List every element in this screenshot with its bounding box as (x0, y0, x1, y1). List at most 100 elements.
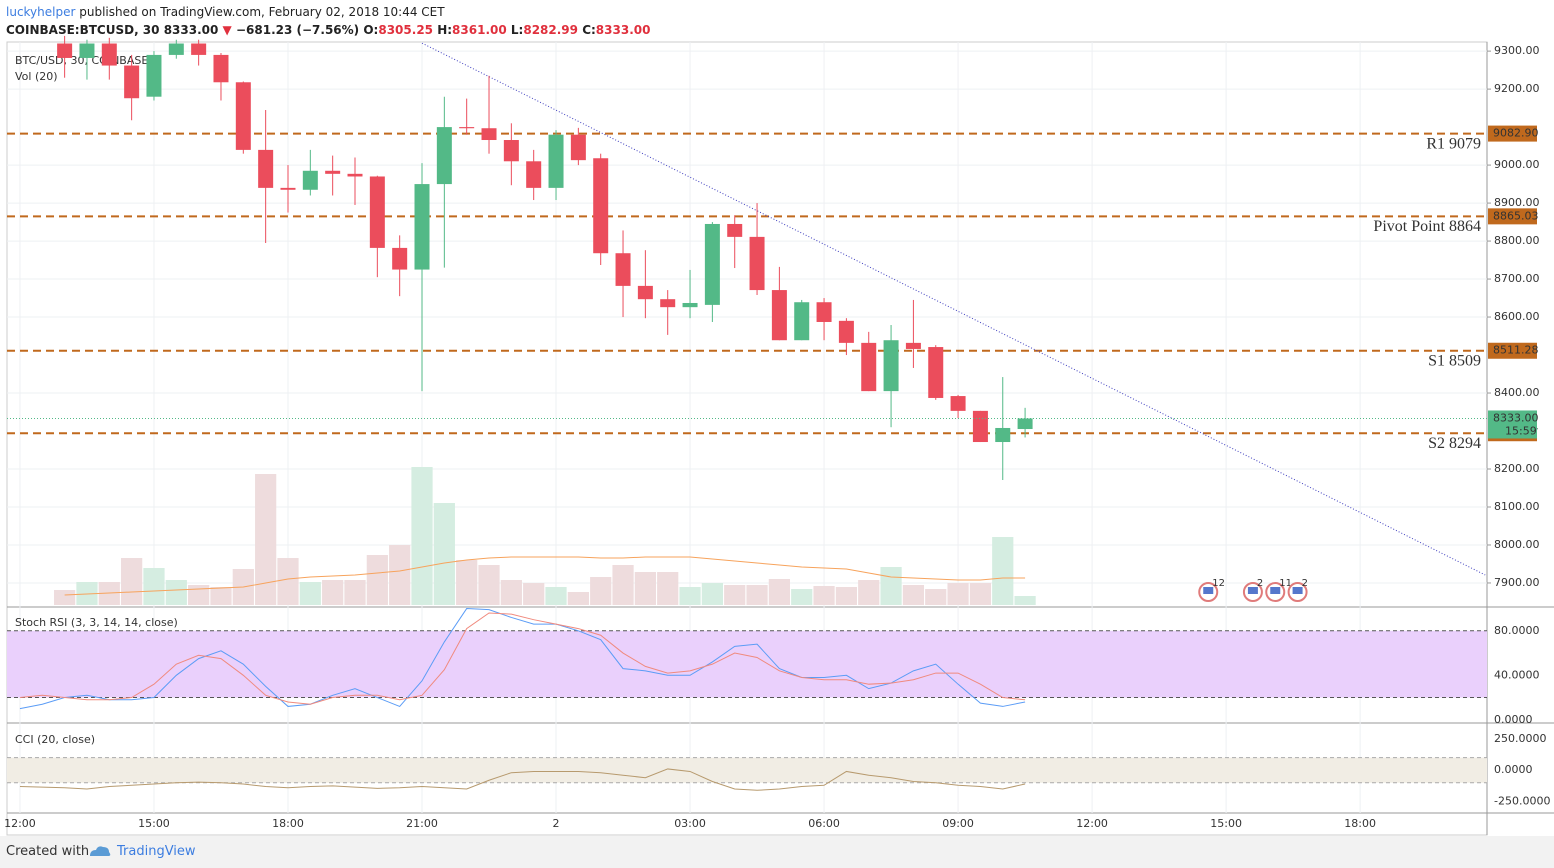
y-tick-label: 8200.00 (1494, 462, 1540, 475)
pane-label: Stoch RSI (3, 3, 14, 14, close) (15, 616, 178, 629)
candle-body (101, 43, 117, 66)
candle-body (146, 54, 162, 97)
volume-bar (188, 585, 210, 605)
frame (6, 41, 1488, 836)
candle-body (436, 127, 452, 185)
h-label: H: (437, 23, 453, 37)
x-tick-label: 03:00 (674, 817, 706, 830)
volume-ma (64, 556, 1026, 596)
c-label: C: (582, 23, 596, 37)
author[interactable]: luckyhelper (6, 5, 76, 19)
volume-bar (835, 587, 858, 605)
level-tag-label: 8865.03 (1493, 209, 1539, 222)
x-tick-label: 12:00 (1076, 817, 1108, 830)
y-tick-label: 9300.00 (1494, 44, 1540, 57)
x-tick-label: 12:00 (4, 817, 36, 830)
volume-bar (992, 537, 1014, 605)
candle-body (905, 342, 921, 349)
candle-body (838, 320, 854, 343)
y-tick-label: -250.0000 (1494, 795, 1550, 808)
volume-bar (634, 572, 656, 605)
last-price-tag (1488, 410, 1537, 439)
arrow: ▼ (222, 23, 232, 37)
l-label: L: (510, 23, 524, 37)
level-name: S1 8509 (1428, 352, 1481, 369)
low: 8282.99 (523, 23, 578, 37)
y-tick-label: 7900.00 (1494, 576, 1540, 589)
volume-bar (590, 577, 612, 605)
volume-bar (880, 567, 902, 605)
volume-bar (523, 583, 545, 605)
volume-bar (143, 568, 165, 605)
candle-body (660, 299, 676, 308)
volume-bar (791, 589, 813, 605)
volume-bar (969, 583, 992, 605)
y-tick-label: 0.0000 (1494, 713, 1533, 726)
candle-body (861, 342, 877, 392)
candle-body (369, 176, 385, 248)
volume-bar (456, 560, 478, 605)
level-tag-label: 8511.28 (1493, 344, 1539, 357)
volume-bar (813, 586, 835, 605)
candle-body (79, 43, 95, 58)
brand[interactable]: TradingView (117, 844, 196, 859)
candle-body (928, 347, 944, 398)
candle-body (124, 65, 140, 99)
candle-body (593, 158, 609, 254)
volume-bar (165, 580, 187, 605)
x-tick-label: 15:00 (1210, 817, 1242, 830)
volume-bar (657, 572, 679, 605)
event-flag (1270, 587, 1281, 594)
candle-body (704, 223, 720, 305)
x-tick-label: 2 (553, 817, 560, 830)
candle-body (392, 247, 408, 270)
volume-bar (567, 592, 589, 605)
event-flag (1247, 587, 1258, 594)
candle-body (481, 128, 497, 141)
high: 8361.00 (452, 23, 507, 37)
volume-bar (277, 558, 299, 605)
created-with: Created with (6, 844, 90, 859)
volume-bar (612, 565, 634, 605)
volume-bar (121, 558, 143, 605)
y-tick-label: 9000.00 (1494, 158, 1540, 171)
candle-body (749, 236, 765, 291)
candle-body (503, 140, 519, 162)
volume-bar (299, 582, 321, 605)
volume-bar (433, 503, 455, 605)
volume-bar (858, 580, 880, 605)
candle-body (570, 134, 586, 161)
candle-body (883, 340, 899, 392)
candle-body (168, 43, 184, 55)
cci-band (7, 757, 1487, 783)
level-name: S2 8294 (1428, 435, 1481, 452)
level-tag (1488, 208, 1537, 225)
candle-body (280, 187, 296, 190)
volume-bar (746, 585, 768, 605)
volume-bar (1014, 596, 1036, 605)
level-name: Pivot Point 8864 (1373, 218, 1481, 235)
volume-bar (925, 589, 947, 605)
event-count: 2 (1302, 578, 1308, 589)
price: 8333.00 (163, 23, 219, 37)
volume-bar (701, 583, 723, 605)
event-count: 12 (1212, 578, 1225, 589)
volume-bar (768, 579, 790, 605)
trendline (421, 42, 1486, 576)
volume-bar (679, 587, 701, 605)
header: luckyhelper published on TradingView.com… (6, 3, 650, 39)
volume-bar (389, 545, 411, 605)
volume-bar (210, 587, 232, 605)
candle-body (526, 161, 542, 188)
volume-bar (724, 585, 746, 605)
candle-body (972, 410, 988, 443)
event-flag (1292, 587, 1303, 594)
y-tick-label: 8600.00 (1494, 310, 1540, 323)
x-tick-label: 15:00 (138, 817, 170, 830)
candle-body (191, 43, 207, 55)
candle-body (995, 427, 1011, 443)
volume-bar (411, 467, 433, 605)
y-tick-label: 8000.00 (1494, 538, 1540, 551)
level-tag-label: 9082.90 (1493, 127, 1539, 140)
